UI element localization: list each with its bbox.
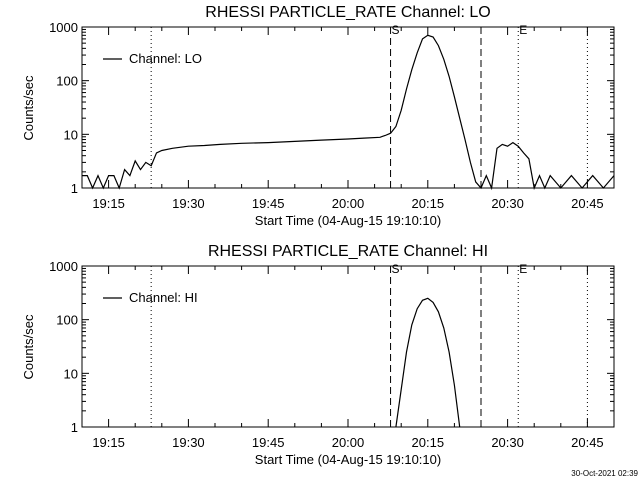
y-tick-label: 1000 xyxy=(49,259,78,274)
chart-title: RHESSI PARTICLE_RATE Channel: HI xyxy=(208,243,488,260)
y-tick-label: 1 xyxy=(71,420,78,435)
x-tick-label: 20:45 xyxy=(571,196,604,211)
x-tick-label: 20:15 xyxy=(412,435,445,450)
x-tick-label: 20:30 xyxy=(491,196,524,211)
x-tick-label: 20:30 xyxy=(491,435,524,450)
y-tick-label: 10 xyxy=(64,127,78,142)
x-tick-label: 20:45 xyxy=(571,435,604,450)
x-tick-label: 20:00 xyxy=(332,435,365,450)
x-tick-label: 19:15 xyxy=(92,196,125,211)
event-marker-label: E xyxy=(519,262,527,276)
event-marker-label: E xyxy=(519,23,527,37)
x-tick-label: 20:15 xyxy=(412,196,445,211)
plot-timestamp: 30-Oct-2021 02:39 xyxy=(571,469,638,478)
y-axis-label: Counts/sec xyxy=(21,75,36,141)
series-line xyxy=(82,34,615,191)
y-tick-label: 100 xyxy=(56,313,78,328)
chart-title: RHESSI PARTICLE_RATE Channel: LO xyxy=(205,4,490,21)
x-axis-label: Start Time (04-Aug-15 19:10:10) xyxy=(255,452,441,467)
y-tick-label: 1000 xyxy=(49,20,78,35)
x-tick-label: 19:45 xyxy=(252,435,285,450)
x-tick-label: 20:00 xyxy=(332,196,365,211)
x-tick-label: 19:30 xyxy=(172,196,205,211)
x-tick-label: 19:15 xyxy=(92,435,125,450)
event-marker-label: S xyxy=(392,23,400,37)
x-tick-label: 19:45 xyxy=(252,196,285,211)
legend-label: Channel: HI xyxy=(129,290,198,305)
series-line xyxy=(395,297,461,428)
y-tick-label: 1 xyxy=(71,181,78,196)
y-axis-label: Counts/sec xyxy=(21,314,36,380)
y-tick-label: 10 xyxy=(64,366,78,381)
x-axis-label: Start Time (04-Aug-15 19:10:10) xyxy=(255,213,441,228)
x-tick-label: 19:30 xyxy=(172,435,205,450)
y-tick-label: 100 xyxy=(56,74,78,89)
event-marker-label: S xyxy=(392,262,400,276)
legend-label: Channel: LO xyxy=(129,51,202,66)
